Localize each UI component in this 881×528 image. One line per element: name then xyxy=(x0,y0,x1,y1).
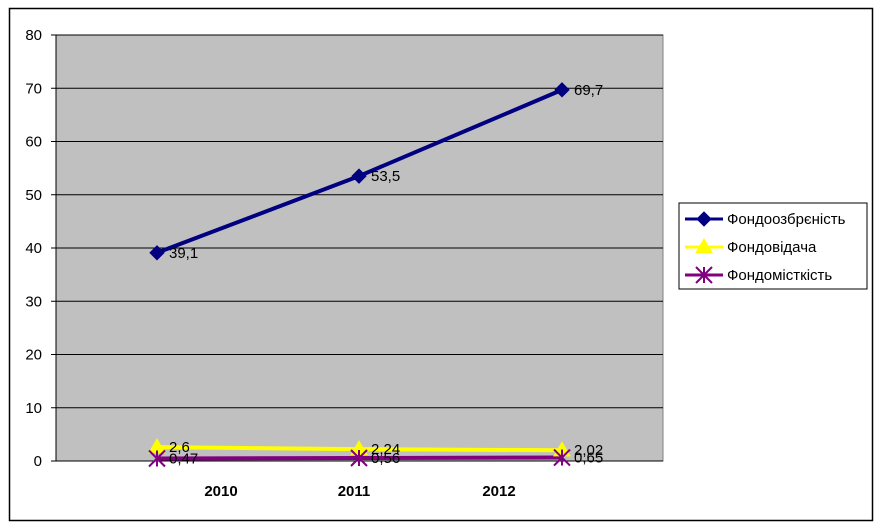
y-tick-label: 40 xyxy=(25,240,42,257)
y-tick-label: 70 xyxy=(25,80,42,97)
data-label: 2,6 xyxy=(169,439,190,456)
data-label: 0,47 xyxy=(169,450,198,467)
y-tick-label: 50 xyxy=(25,187,42,204)
y-tick-label: 80 xyxy=(25,27,42,44)
legend-label: Фондомісткість xyxy=(727,267,832,284)
data-label: 0,65 xyxy=(574,450,603,467)
data-label: 2,02 xyxy=(574,442,603,459)
data-point xyxy=(148,449,166,468)
data-point xyxy=(553,448,571,467)
data-label: 39,1 xyxy=(169,245,198,262)
data-point xyxy=(149,245,165,261)
legend-label: Фондоозбрєність xyxy=(727,211,846,228)
data-point xyxy=(350,449,368,467)
data-point xyxy=(554,82,570,98)
x-tick-label: 2012 xyxy=(482,483,515,500)
data-label: 2,24 xyxy=(371,441,400,458)
legend-marker xyxy=(696,211,712,227)
data-point xyxy=(351,168,367,184)
y-tick-label: 20 xyxy=(25,347,42,364)
data-label: 69,7 xyxy=(574,82,603,99)
y-tick-label: 60 xyxy=(25,134,42,151)
y-tick-label: 30 xyxy=(25,293,42,310)
y-tick-label: 0 xyxy=(34,453,42,470)
y-tick-label: 10 xyxy=(25,400,42,417)
legend-label: Фондовідача xyxy=(727,239,817,256)
data-label: 53,5 xyxy=(371,168,400,185)
data-label: 0,56 xyxy=(371,450,400,467)
x-tick-label: 2010 xyxy=(204,483,237,500)
legend-marker xyxy=(695,266,713,284)
x-tick-label: 2011 xyxy=(338,483,371,500)
legend-marker xyxy=(695,238,713,254)
